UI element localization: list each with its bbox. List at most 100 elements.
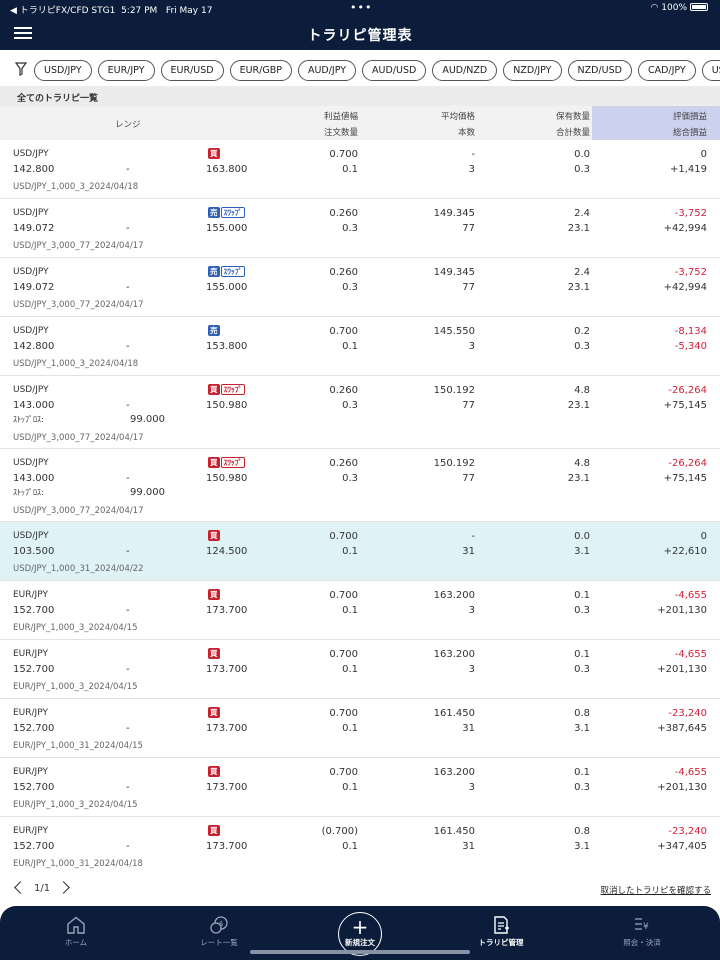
trap-row[interactable]: USD/JPY 142.800 - 153.800 売 0.700 0.1 145.550 3 0…	[0, 317, 720, 376]
trap-row[interactable]: EUR/JPY 152.700 - 173.700 買 (0.700) 0.1 161.450…	[0, 817, 720, 874]
count: 3	[468, 605, 475, 616]
view-cancelled-link[interactable]: 取消したトラリピを確認する	[600, 886, 711, 896]
trap-name: USD/JPY_1,000_31_2024/04/22	[13, 564, 144, 574]
multitask-dots-icon[interactable]: •••	[350, 1, 373, 14]
range-low: 149.072	[13, 282, 55, 293]
filter-chip[interactable]: AUD/USD	[362, 60, 427, 81]
trap-row[interactable]: USD/JPY 103.500 - 124.500 買 0.700 0.1 - 31 0.0 3.1…	[0, 522, 720, 581]
hamburger-menu-icon[interactable]	[14, 25, 32, 41]
count: 31	[462, 546, 475, 557]
trap-row[interactable]: USD/JPY 143.000 - 150.980 買ｽﾜｯﾌﾟ 0.260 0.3 150.…	[0, 376, 720, 449]
range-low: 143.000	[13, 473, 55, 484]
order-qty: 0.1	[342, 341, 358, 352]
filter-chip[interactable]: CAD/JPY	[637, 60, 696, 81]
new-order-button[interactable]: + 新規注文	[338, 912, 382, 956]
row-pair: USD/JPY	[13, 326, 49, 336]
stop-loss-label: ｽﾄｯﾌﾟﾛｽ:	[13, 415, 44, 424]
count: 3	[468, 164, 475, 175]
trap-row[interactable]: USD/JPY 149.072 - 155.000 売ｽﾜｯﾌﾟ 0.260 0.3 149.…	[0, 199, 720, 258]
trap-row[interactable]: EUR/JPY 152.700 - 173.700 買 0.700 0.1 161.450 31…	[0, 699, 720, 758]
total-qty: 0.3	[574, 605, 590, 616]
range-high: 173.700	[206, 782, 248, 793]
filter-icon[interactable]	[15, 62, 27, 76]
stop-loss-value: 99.000	[130, 414, 165, 425]
prev-page-icon[interactable]	[14, 881, 27, 894]
next-page-icon[interactable]	[57, 881, 70, 894]
status-bar: ◀ トラリピFX/CFD STG1 5:27 PM Fri May 17 •••…	[0, 0, 720, 18]
holding-qty: 0.8	[574, 826, 590, 837]
tab-trap-management[interactable]: トラリピ管理	[456, 916, 546, 948]
wifi-icon: ◠	[650, 3, 659, 13]
tab-settle[interactable]: ¥ 照会・決済	[597, 916, 687, 948]
filter-chip[interactable]: AUD/NZD	[432, 60, 498, 81]
count: 77	[462, 400, 475, 411]
buy-badge: 買	[208, 589, 220, 600]
eval-pl: -23,240	[668, 826, 707, 837]
buy-badge: 買	[208, 148, 220, 159]
col-holding-qty: 保有数量	[555, 112, 590, 122]
order-badges: 買	[208, 825, 221, 837]
profit-width: 0.700	[329, 767, 358, 778]
avg-price: -	[471, 531, 475, 542]
total-pl: +75,145	[663, 400, 707, 411]
range-low: 152.700	[13, 782, 55, 793]
trap-name: USD/JPY_3,000_77_2024/04/17	[13, 433, 144, 443]
col-eval-pl: 評価損益	[672, 112, 707, 122]
profit-width: 0.700	[329, 590, 358, 601]
tab-rates[interactable]: $ レート一覧	[174, 916, 264, 948]
range-high: 153.800	[206, 341, 248, 352]
eval-pl: -8,134	[674, 326, 707, 337]
filter-chip[interactable]: USD/JPY	[34, 60, 92, 81]
count: 3	[468, 341, 475, 352]
profit-width: 0.700	[329, 649, 358, 660]
filter-chip[interactable]: USD/CAD	[701, 60, 720, 81]
filter-chip[interactable]: NZD/JPY	[503, 60, 562, 81]
page-indicator: 1/1	[34, 883, 51, 894]
total-pl: +42,994	[663, 282, 707, 293]
total-qty: 0.3	[574, 341, 590, 352]
trap-row[interactable]: EUR/JPY 152.700 - 173.700 買 0.700 0.1 163.200 3 0…	[0, 640, 720, 699]
count: 77	[462, 282, 475, 293]
avg-price: 163.200	[433, 767, 475, 778]
row-pair: EUR/JPY	[13, 767, 48, 777]
trap-row[interactable]: EUR/JPY 152.700 - 173.700 買 0.700 0.1 163.200 3 0…	[0, 758, 720, 817]
range-high: 173.700	[206, 605, 248, 616]
order-badges: 売	[208, 325, 221, 337]
filter-chip[interactable]: EUR/USD	[160, 60, 224, 81]
avg-price: 149.345	[433, 267, 475, 278]
eval-pl: -4,655	[674, 590, 707, 601]
currency-filter-bar: USD/JPY EUR/JPY EUR/USD EUR/GBP AUD/JPY AUD/U…	[0, 52, 720, 86]
sell-badge: 売	[208, 266, 220, 277]
trap-row[interactable]: USD/JPY 143.000 - 150.980 買ｽﾜｯﾌﾟ 0.260 0.3 150.…	[0, 449, 720, 522]
range-separator: -	[126, 164, 130, 175]
filter-chip[interactable]: EUR/JPY	[97, 60, 155, 81]
yen-list-icon: ¥	[635, 918, 649, 932]
row-pair: EUR/JPY	[13, 649, 48, 659]
holding-qty: 2.4	[574, 208, 590, 219]
home-indicator	[250, 950, 470, 954]
total-pl: +201,130	[657, 605, 707, 616]
col-profit-width: 利益値幅	[323, 112, 358, 122]
total-pl: +42,994	[663, 223, 707, 234]
buy-badge: 買	[208, 707, 220, 718]
tab-settle-label: 照会・決済	[623, 938, 661, 947]
tab-home-label: ホーム	[64, 938, 88, 947]
range-low: 152.700	[13, 605, 55, 616]
order-qty: 0.3	[342, 473, 358, 484]
order-badges: 売ｽﾜｯﾌﾟ	[208, 207, 246, 219]
row-pair: USD/JPY	[13, 208, 49, 218]
order-badges: 買	[208, 530, 221, 542]
eval-pl: -3,752	[674, 267, 707, 278]
filter-chip[interactable]: EUR/GBP	[229, 60, 292, 81]
avg-price: 161.450	[433, 708, 475, 719]
trap-row[interactable]: USD/JPY 149.072 - 155.000 売ｽﾜｯﾌﾟ 0.260 0.3 149.…	[0, 258, 720, 317]
trap-row[interactable]: USD/JPY 142.800 - 163.800 買 0.700 0.1 - 3 0.0 0.3 0…	[0, 140, 720, 199]
trap-row[interactable]: EUR/JPY 152.700 - 173.700 買 0.700 0.1 163.200 3 0…	[0, 581, 720, 640]
tab-home[interactable]: ホーム	[31, 916, 121, 948]
range-low: 152.700	[13, 841, 55, 852]
avg-price: 150.192	[433, 458, 475, 469]
filter-chip[interactable]: AUD/JPY	[297, 60, 357, 81]
order-badges: 買	[208, 707, 221, 719]
profit-width: 0.700	[329, 149, 358, 160]
filter-chip[interactable]: NZD/USD	[567, 60, 632, 81]
